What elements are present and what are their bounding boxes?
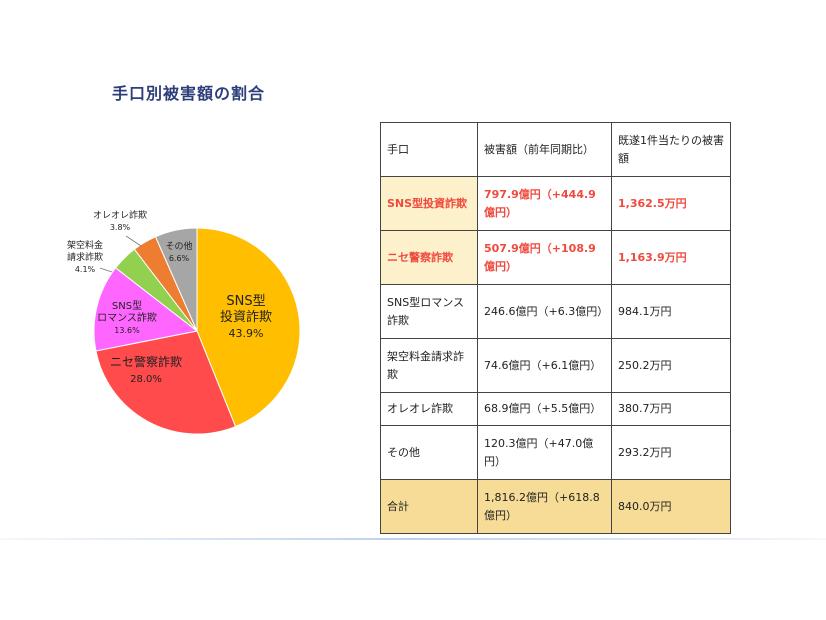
row-amount: 507.9億円（+108.9億円） <box>477 230 612 285</box>
row-method: SNS型投資詐欺 <box>380 176 478 231</box>
pie-slice <box>154 227 198 332</box>
pie-slice-percent-label: 4.1% <box>75 265 96 274</box>
pie-slice-label: 請求詐欺 <box>67 251 103 263</box>
row-per-case: 293.2万円 <box>611 425 731 480</box>
pie-slice-label: ニセ警察詐欺 <box>110 354 182 369</box>
pie-leader-line <box>125 235 142 247</box>
table-total-row: 合計 1,816.2億円（+618.8億円） 840.0万円 <box>380 479 731 534</box>
row-method: オレオレ詐欺 <box>380 392 478 426</box>
row-amount: 246.6億円（+6.3億円） <box>477 284 612 339</box>
page-title: 手口別被害額の割合 <box>112 84 266 103</box>
row-per-case: 380.7万円 <box>611 392 731 426</box>
table-row: SNS型投資詐欺 797.9億円（+444.9億円） 1,362.5万円 <box>380 176 731 231</box>
row-per-case: 250.2万円 <box>611 338 731 393</box>
row-amount: 797.9億円（+444.9億円） <box>477 176 612 231</box>
row-amount: 1,816.2億円（+618.8億円） <box>477 479 612 534</box>
pie-slice-percent-label: 13.6% <box>114 326 140 335</box>
pie-slice-percent-label: 43.9% <box>229 327 264 340</box>
pie-slice-label: オレオレ詐欺 <box>93 209 147 221</box>
pie-slice-label: ロマンス詐欺 <box>97 311 157 324</box>
damage-table-container: 手口 被害額（前年同期比） 既遂1件当たりの被害額 SNS型投資詐欺 797.9… <box>380 122 731 534</box>
table-row: ニセ警察詐欺 507.9億円（+108.9億円） 1,163.9万円 <box>380 230 731 285</box>
pie-slice-label: その他 <box>165 240 192 252</box>
row-per-case: 1,362.5万円 <box>611 176 731 231</box>
header-per-case: 既遂1件当たりの被害額 <box>611 122 731 177</box>
pie-chart: SNS型投資詐欺43.9%ニセ警察詐欺28.0%SNS型ロマンス詐欺13.6%架… <box>67 209 301 435</box>
table-row: SNS型ロマンス詐欺 246.6億円（+6.3億円） 984.1万円 <box>380 284 731 339</box>
row-amount: 68.9億円（+5.5億円） <box>477 392 612 426</box>
pie-slice <box>196 227 301 428</box>
row-amount: 74.6億円（+6.1億円） <box>477 338 612 393</box>
pie-slice-label: 投資詐欺 <box>220 309 272 325</box>
pie-leader-line <box>99 267 113 273</box>
pie-slice-percent-label: 28.0% <box>130 374 162 385</box>
bottom-divider <box>0 538 826 540</box>
pie-slice-label: 架空料金 <box>67 239 103 251</box>
row-method: SNS型ロマンス詐欺 <box>380 284 478 339</box>
table-row: その他 120.3億円（+47.0億円） 293.2万円 <box>380 425 731 480</box>
damage-table: 手口 被害額（前年同期比） 既遂1件当たりの被害額 SNS型投資詐欺 797.9… <box>380 122 731 534</box>
row-method: 架空料金請求詐欺 <box>380 338 478 393</box>
header-method: 手口 <box>380 122 478 177</box>
header-amount: 被害額（前年同期比） <box>477 122 612 177</box>
row-amount: 120.3億円（+47.0億円） <box>477 425 612 480</box>
table-row: オレオレ詐欺 68.9億円（+5.5億円） 380.7万円 <box>380 392 731 426</box>
pie-slice-percent-label: 3.8% <box>110 223 131 232</box>
row-method: 合計 <box>380 479 478 534</box>
pie-slice <box>93 267 199 352</box>
row-per-case: 984.1万円 <box>611 284 731 339</box>
pie-slice-percent-label: 6.6% <box>169 254 190 263</box>
pie-slice-label: SNS型 <box>226 294 265 309</box>
table-row: 架空料金請求詐欺 74.6億円（+6.1億円） 250.2万円 <box>380 338 731 393</box>
pie-slice-label: SNS型 <box>112 299 142 312</box>
row-per-case: 840.0万円 <box>611 479 731 534</box>
row-per-case: 1,163.9万円 <box>611 230 731 285</box>
table-header-row: 手口 被害額（前年同期比） 既遂1件当たりの被害額 <box>380 122 731 177</box>
row-method: ニセ警察詐欺 <box>380 230 478 285</box>
row-method: その他 <box>380 425 478 480</box>
pie-slice <box>95 330 237 435</box>
